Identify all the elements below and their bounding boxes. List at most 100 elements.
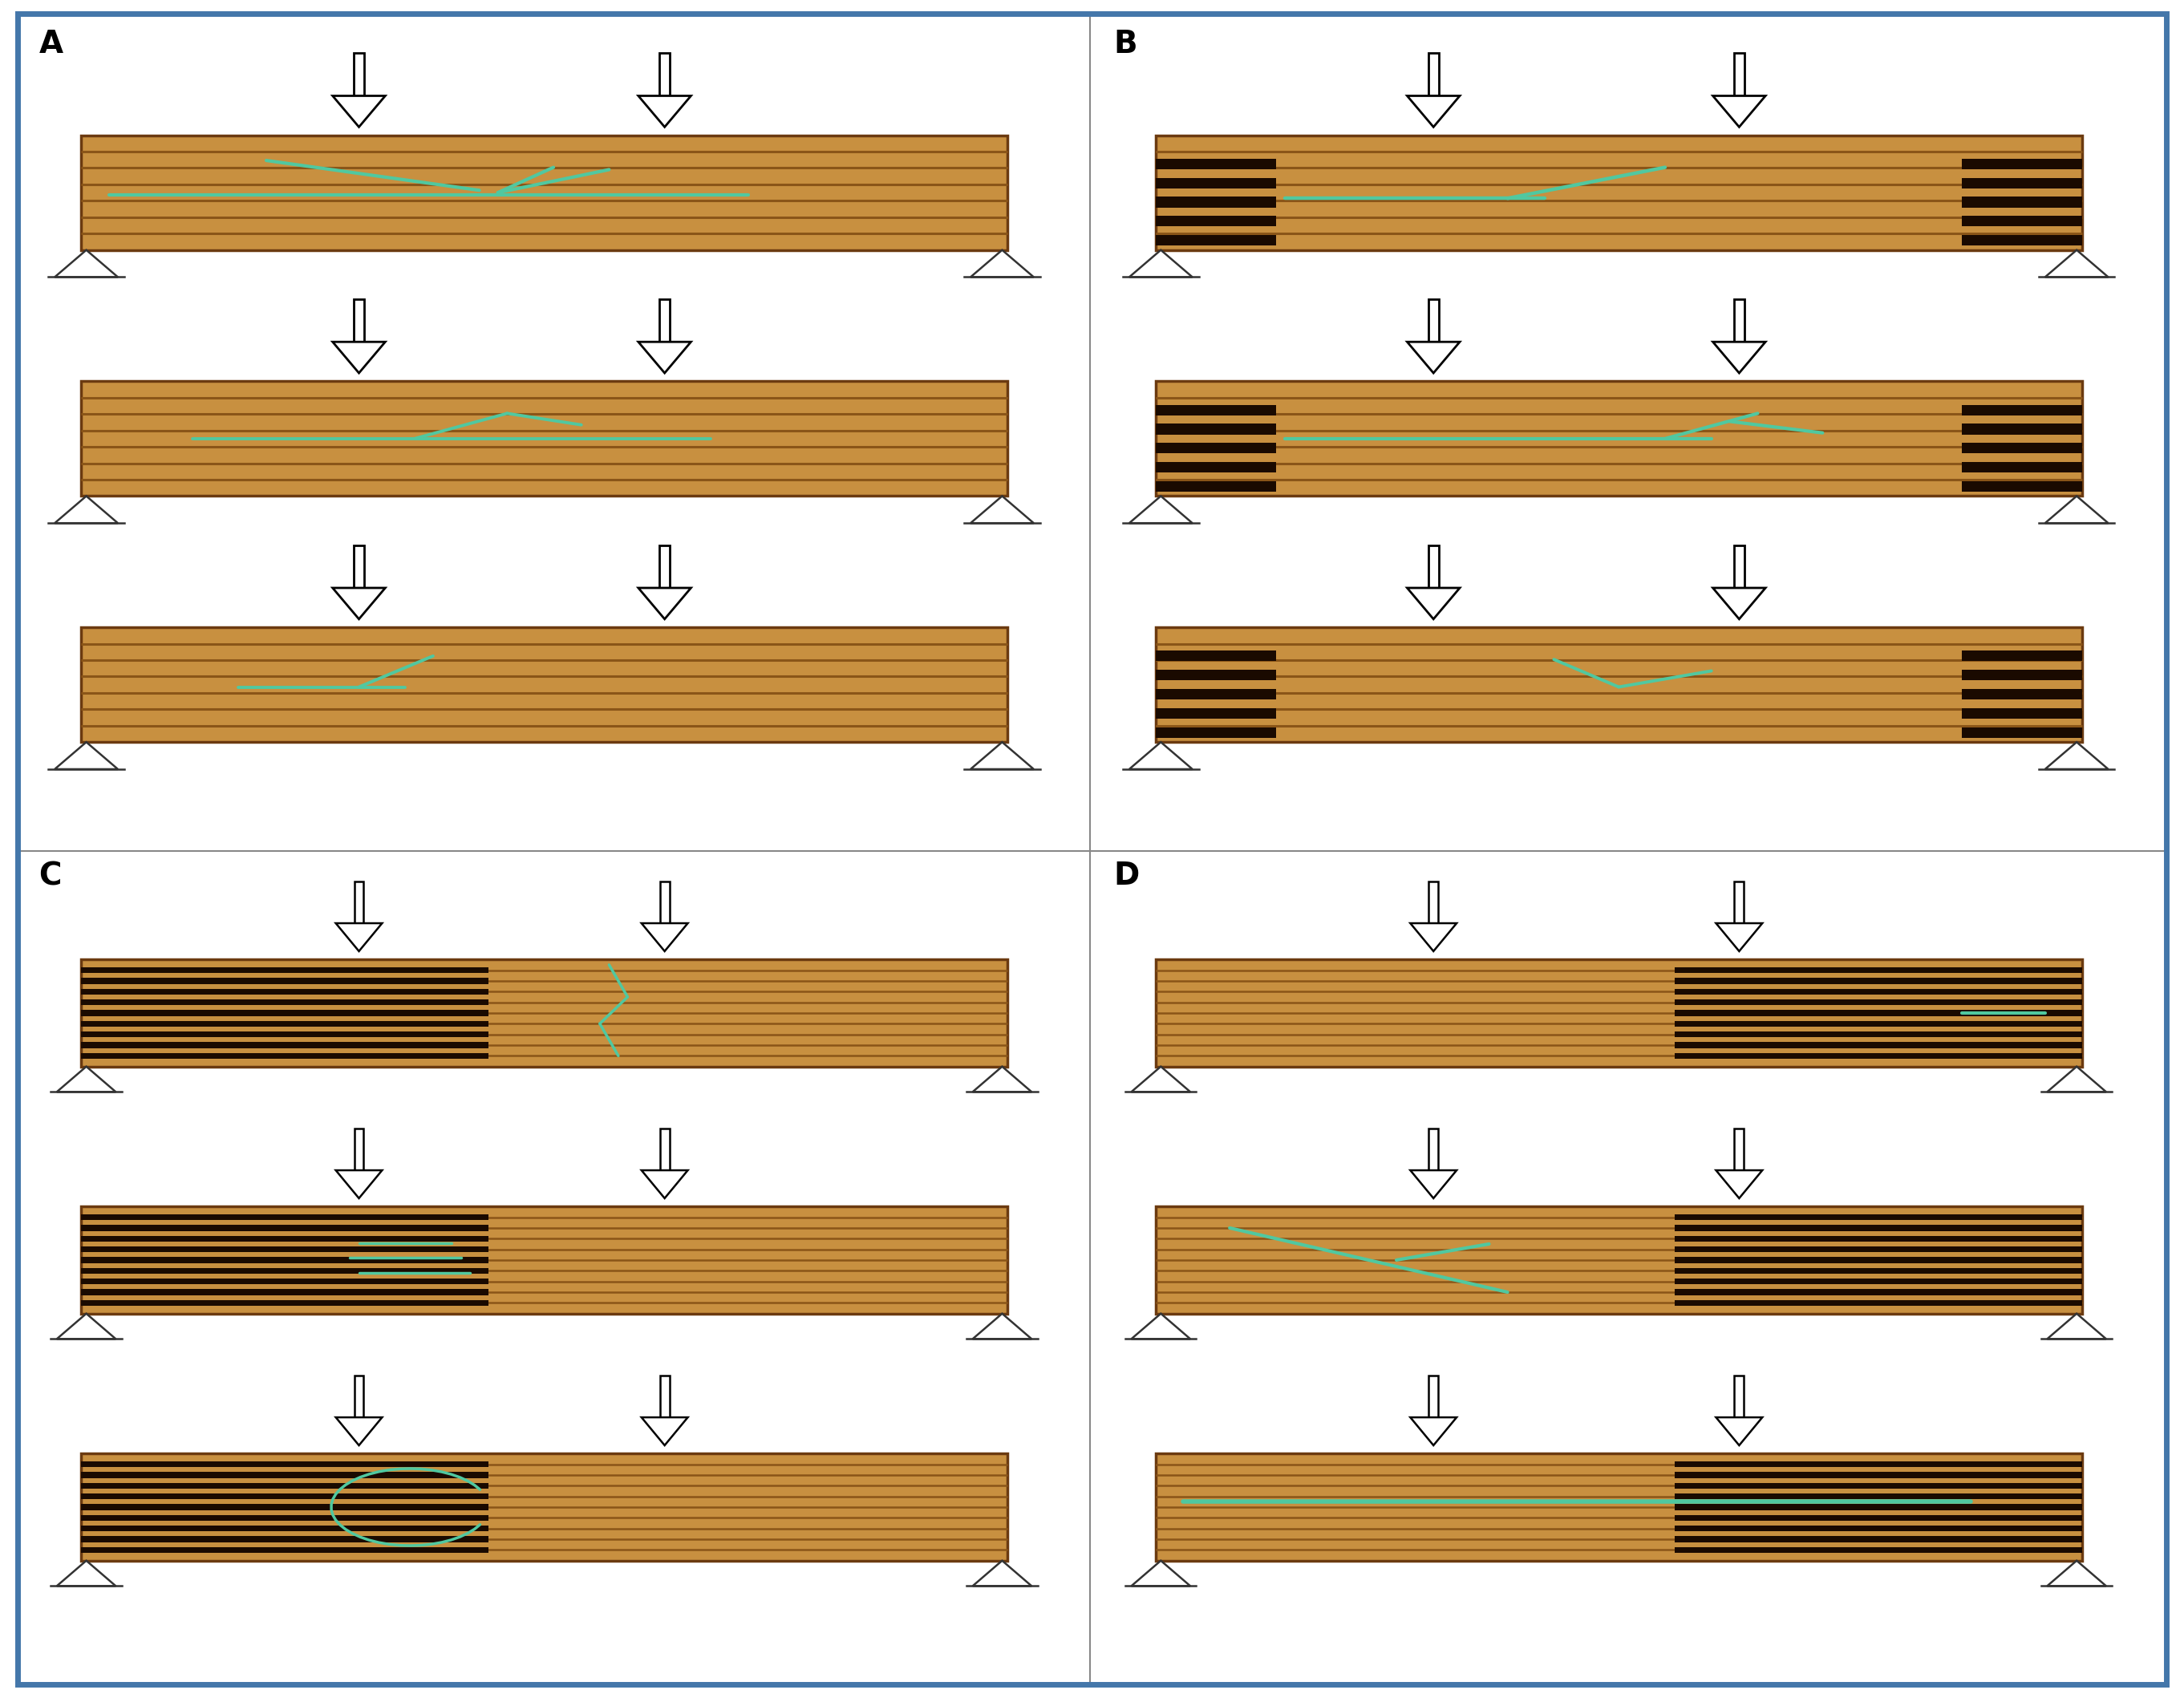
Bar bbox=[1961, 158, 2081, 170]
Polygon shape bbox=[972, 1314, 1031, 1340]
Polygon shape bbox=[57, 1560, 116, 1586]
Polygon shape bbox=[970, 496, 1033, 523]
Bar bbox=[1961, 708, 2081, 718]
Polygon shape bbox=[57, 1066, 116, 1092]
Polygon shape bbox=[55, 742, 118, 769]
Bar bbox=[81, 1494, 489, 1499]
Bar bbox=[1155, 136, 2081, 250]
Bar bbox=[1675, 1031, 2081, 1037]
Polygon shape bbox=[55, 250, 118, 277]
Bar bbox=[81, 382, 1007, 496]
Bar bbox=[1675, 1279, 2081, 1284]
Bar bbox=[81, 1301, 489, 1306]
Bar bbox=[81, 1453, 1007, 1560]
Bar bbox=[81, 1010, 489, 1015]
Bar bbox=[81, 1462, 489, 1467]
Bar bbox=[81, 1043, 489, 1048]
Bar bbox=[1155, 481, 1275, 492]
Bar bbox=[1155, 197, 1275, 207]
Polygon shape bbox=[642, 1170, 688, 1199]
Bar bbox=[1428, 881, 1439, 924]
Bar bbox=[1155, 727, 1275, 739]
Bar bbox=[1961, 443, 2081, 453]
Bar bbox=[1675, 1257, 2081, 1263]
Bar bbox=[1734, 1127, 1743, 1170]
Bar bbox=[81, 1257, 489, 1263]
Bar bbox=[81, 1236, 489, 1241]
Bar bbox=[354, 1127, 365, 1170]
Bar bbox=[1675, 1053, 2081, 1060]
Bar bbox=[1155, 959, 2081, 1066]
Bar bbox=[1961, 481, 2081, 492]
Polygon shape bbox=[1411, 1170, 1457, 1199]
Bar bbox=[1155, 708, 1275, 718]
Bar bbox=[1961, 216, 2081, 226]
Bar bbox=[81, 1504, 489, 1510]
Bar bbox=[1155, 216, 1275, 226]
Bar bbox=[1675, 1043, 2081, 1048]
Bar bbox=[1428, 1375, 1439, 1418]
Bar bbox=[1675, 988, 2081, 995]
Bar bbox=[1675, 1214, 2081, 1221]
Text: B: B bbox=[1114, 29, 1138, 59]
Polygon shape bbox=[1717, 1170, 1762, 1199]
Bar bbox=[81, 1246, 489, 1251]
Bar bbox=[1155, 158, 1275, 170]
Polygon shape bbox=[1406, 341, 1459, 374]
Bar bbox=[1675, 1236, 2081, 1241]
Bar bbox=[81, 1537, 489, 1542]
Bar bbox=[1734, 881, 1743, 924]
Polygon shape bbox=[2046, 1560, 2105, 1586]
Bar bbox=[1155, 178, 1275, 188]
Bar bbox=[354, 881, 365, 924]
Polygon shape bbox=[1411, 924, 1457, 951]
Bar bbox=[1961, 424, 2081, 435]
Bar bbox=[1675, 1010, 2081, 1015]
Bar bbox=[1675, 1246, 2081, 1251]
Bar bbox=[354, 545, 365, 588]
Bar bbox=[81, 1279, 489, 1284]
Bar bbox=[1155, 669, 1275, 681]
Bar bbox=[81, 136, 1007, 250]
Bar bbox=[1155, 689, 1275, 700]
Bar bbox=[660, 53, 670, 95]
Bar bbox=[1155, 424, 1275, 435]
Bar bbox=[1675, 968, 2081, 973]
Bar bbox=[1734, 1375, 1743, 1418]
Bar bbox=[1155, 382, 2081, 496]
Bar bbox=[1675, 978, 2081, 983]
Bar bbox=[1675, 1000, 2081, 1005]
Bar bbox=[1428, 53, 1439, 95]
Polygon shape bbox=[2044, 250, 2108, 277]
Bar bbox=[81, 1031, 489, 1037]
Bar bbox=[1675, 1289, 2081, 1296]
Bar bbox=[1961, 462, 2081, 472]
Polygon shape bbox=[638, 588, 690, 620]
Bar bbox=[1155, 650, 1275, 661]
Polygon shape bbox=[2044, 742, 2108, 769]
Bar bbox=[1675, 1462, 2081, 1467]
Polygon shape bbox=[1411, 1418, 1457, 1445]
Polygon shape bbox=[332, 341, 384, 374]
Bar bbox=[1155, 236, 1275, 246]
Bar bbox=[1961, 689, 2081, 700]
Polygon shape bbox=[970, 742, 1033, 769]
Polygon shape bbox=[638, 95, 690, 127]
Bar bbox=[660, 1375, 668, 1418]
Bar bbox=[81, 1000, 489, 1005]
Bar bbox=[1961, 669, 2081, 681]
Polygon shape bbox=[642, 924, 688, 951]
Polygon shape bbox=[2046, 1066, 2105, 1092]
Bar bbox=[81, 1053, 489, 1060]
Bar bbox=[1675, 1525, 2081, 1532]
Polygon shape bbox=[332, 588, 384, 620]
Polygon shape bbox=[1129, 496, 1192, 523]
Bar bbox=[1428, 545, 1439, 588]
Polygon shape bbox=[1717, 1418, 1762, 1445]
Polygon shape bbox=[55, 496, 118, 523]
Bar bbox=[81, 1289, 489, 1296]
Polygon shape bbox=[1712, 95, 1765, 127]
Polygon shape bbox=[1131, 1314, 1190, 1340]
Polygon shape bbox=[2046, 1314, 2105, 1340]
Text: A: A bbox=[39, 29, 63, 59]
